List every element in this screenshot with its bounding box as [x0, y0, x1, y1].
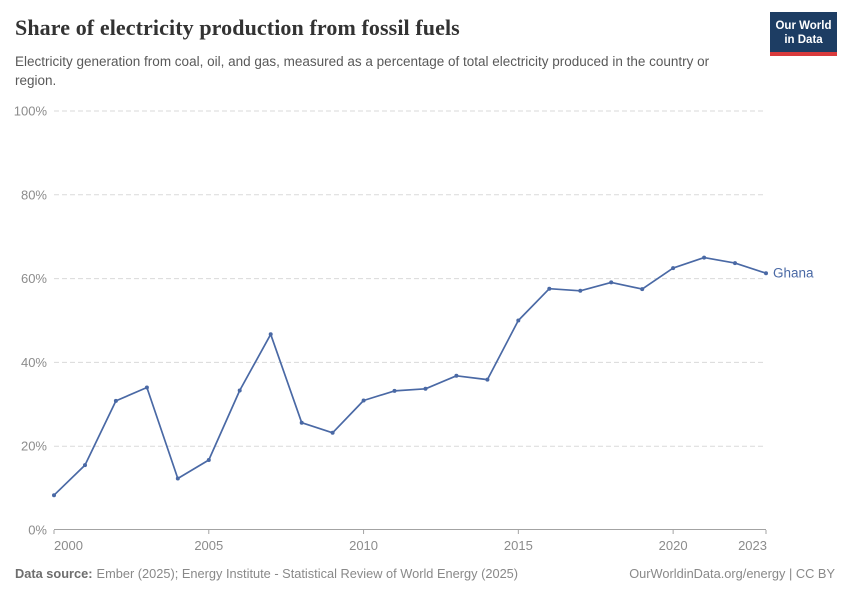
data-point-marker	[609, 280, 614, 285]
x-axis-tick-label: 2015	[504, 538, 533, 553]
data-point-marker	[516, 318, 521, 323]
data-point-marker	[702, 255, 707, 260]
y-axis-tick-label: 40%	[21, 355, 47, 370]
y-axis-tick-label: 80%	[21, 187, 47, 202]
data-point-marker	[268, 332, 273, 337]
y-axis-tick-label: 20%	[21, 439, 47, 454]
x-axis-tick-label: 2005	[194, 538, 223, 553]
data-line	[53, 256, 767, 497]
y-axis-tick-label: 100%	[14, 104, 48, 119]
data-source-note: Data source: Ember (2025); Energy Institu…	[15, 566, 518, 581]
x-axis-tick-label: 2023	[738, 538, 767, 553]
data-point-marker	[206, 458, 211, 462]
data-point-marker	[237, 388, 242, 393]
data-point-marker	[83, 463, 87, 468]
data-point-marker	[764, 271, 768, 276]
data-point-marker	[113, 398, 118, 403]
data-point-marker	[578, 288, 583, 293]
data-point-marker	[454, 373, 459, 378]
chart-subtitle: Electricity generation from coal, oil, a…	[15, 54, 710, 88]
data-source-value: Ember (2025); Energy Institute - Statist…	[96, 566, 519, 581]
data-point-marker	[671, 266, 676, 271]
data-point-marker	[392, 388, 397, 393]
data-point-marker	[299, 420, 304, 425]
page-title: Share of electricity production from fos…	[15, 15, 460, 40]
owid-logo: Our World in Data	[770, 12, 837, 56]
data-source-label: Data source:	[15, 566, 93, 581]
series-label-ghana: Ghana	[773, 266, 814, 281]
owid-logo-line2: in Data	[784, 34, 823, 46]
data-point-marker	[423, 386, 428, 391]
data-point-marker	[485, 377, 490, 382]
data-point-marker	[640, 287, 645, 292]
data-point-marker	[52, 493, 56, 498]
data-point-marker	[733, 261, 737, 266]
data-point-marker	[361, 398, 366, 403]
owid-credit-link[interactable]: OurWorldinData.org/energy | CC BY	[629, 566, 835, 581]
data-point-marker	[547, 286, 552, 291]
y-axis-tick-label: 60%	[21, 271, 47, 286]
owid-logo-line1: Our World	[775, 20, 832, 32]
x-axis-tick-label: 2020	[659, 538, 688, 553]
data-point-marker	[175, 476, 180, 481]
data-point-marker	[330, 430, 335, 435]
x-axis-tick-label: 2010	[349, 538, 378, 553]
data-point-marker	[144, 385, 149, 390]
x-axis-tick-label: 2000	[54, 538, 83, 553]
y-axis-tick-label: 0%	[28, 523, 47, 538]
